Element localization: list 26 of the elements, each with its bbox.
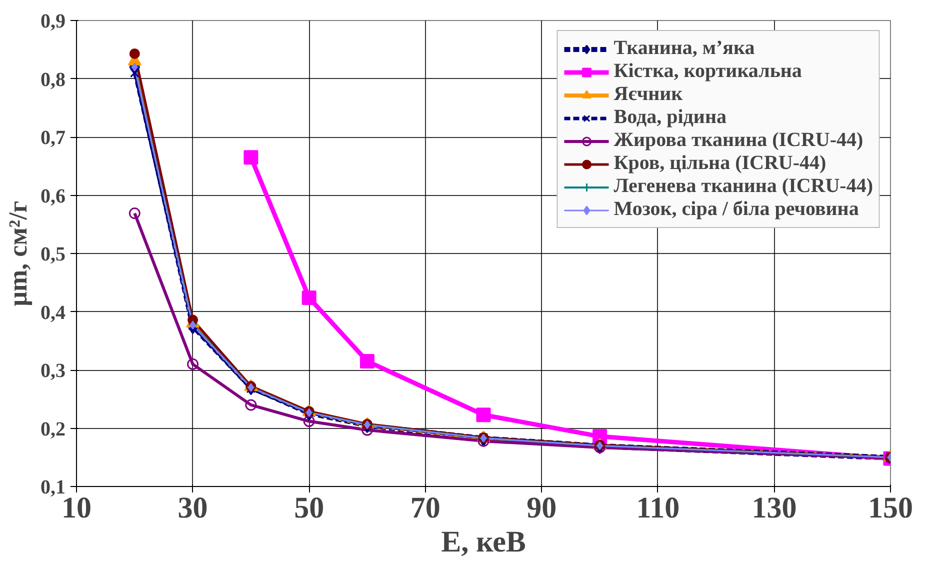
y-tick-label: 0,9 [40, 10, 66, 32]
y-tick-label: 0,6 [40, 185, 66, 208]
x-tick-label: 150 [868, 492, 913, 524]
legend-label: Жирова тканина (ICRU-44) [614, 129, 864, 152]
legend-label: Мозок, сіра / біла речовина [614, 198, 859, 221]
legend-label: Кістка, кортикальна [614, 60, 802, 83]
x-tick-label: 130 [752, 492, 797, 524]
x-tick-label: 90 [526, 492, 557, 524]
x-tick-label: 50 [294, 492, 324, 524]
legend-label: Вода, рідина [614, 106, 726, 129]
y-tick-label: 0,5 [40, 244, 66, 266]
legend-label: Легенева тканина (ICRU-44) [614, 175, 873, 198]
y-tick-label: 0,8 [40, 68, 66, 91]
legend-label: Тканина, м’яка [614, 37, 755, 60]
x-tick-label: 30 [178, 492, 208, 524]
x-axis-title: E, кеВ [441, 526, 526, 558]
y-tick-label: 0,2 [40, 418, 66, 440]
x-tick-label: 70 [410, 492, 440, 524]
y-tick-label: 0,4 [40, 302, 66, 324]
x-tick-label: 110 [636, 492, 680, 524]
legend-label: Яєчник [614, 83, 683, 106]
y-tick-label: 0,1 [40, 476, 66, 498]
y-tick-label: 0,3 [40, 360, 66, 382]
legend-label: Кров, цільна (ICRU-44) [614, 152, 826, 175]
y-axis-title: μm, см²/г [4, 200, 32, 306]
y-tick-label: 0,7 [40, 127, 66, 149]
